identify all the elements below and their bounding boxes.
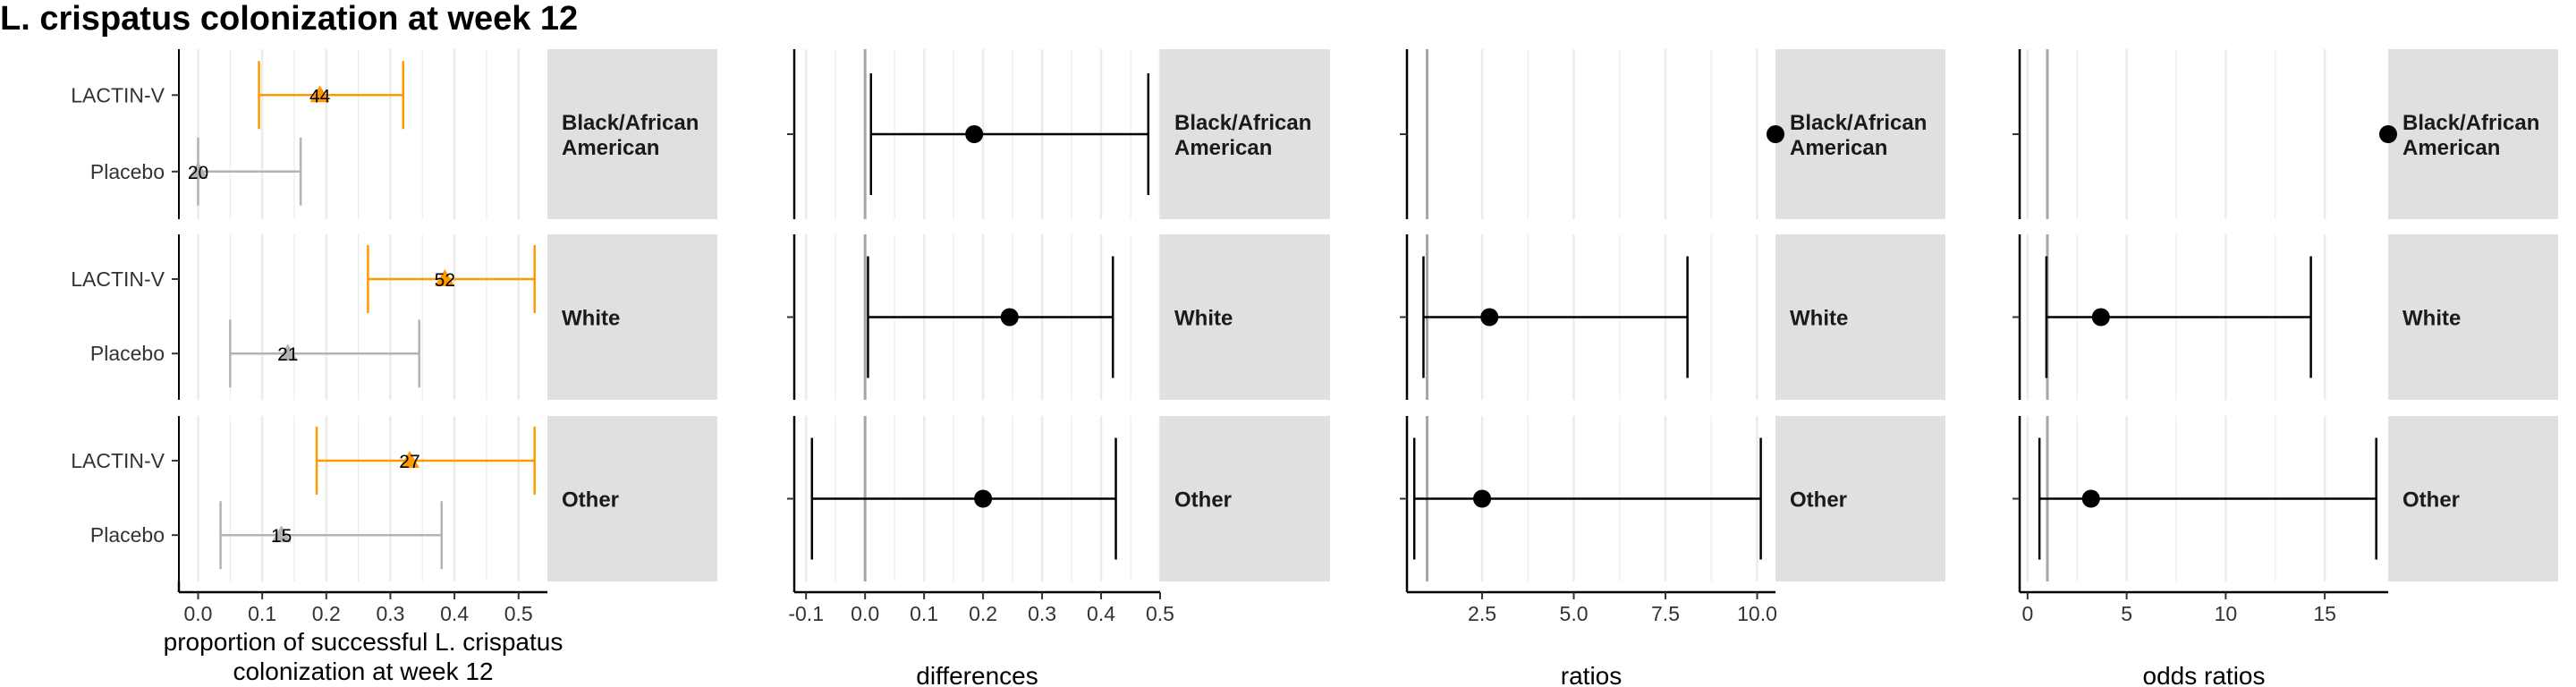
x-tick-label: 7.5	[1651, 602, 1680, 625]
facet-strip-label: White	[1790, 307, 1848, 331]
sample-size-label: 27	[399, 452, 419, 472]
x-tick-label: 0.2	[312, 602, 341, 625]
estimate-marker	[399, 450, 419, 468]
estimate-point	[2081, 489, 2100, 508]
estimate-point	[1000, 308, 1019, 327]
x-tick-label: -0.1	[788, 602, 824, 625]
facet-row: White LACTIN-V 52 Placebo 21	[71, 234, 717, 400]
x-tick-label: 0.5	[1146, 602, 1174, 625]
x-tick-label: 0.4	[1087, 602, 1115, 625]
x-tick-label: 0.4	[440, 602, 469, 625]
facet-strip	[1775, 416, 1945, 581]
x-tick-label: 10	[2215, 602, 2238, 625]
sample-size-label: 20	[188, 163, 208, 183]
estimate-marker	[277, 344, 298, 361]
facet-row: White	[1400, 234, 1945, 400]
x-tick-label: 2.5	[1468, 602, 1496, 625]
facet-row: White	[2012, 234, 2558, 400]
facet-strip-label: Other	[562, 488, 619, 513]
facet-strip-label: White	[562, 307, 620, 331]
estimate-point	[1480, 308, 1499, 327]
sample-size-label: 21	[277, 344, 298, 365]
x-tick-label: 5.0	[1560, 602, 1589, 625]
facet-strip	[547, 49, 717, 219]
sample-size-label: 44	[309, 86, 331, 106]
estimate-marker	[271, 525, 292, 543]
estimate-marker	[435, 268, 455, 286]
estimate-point	[1473, 489, 1492, 508]
facet-row: Other	[1400, 416, 1945, 581]
x-tick-label: 10.0	[1737, 602, 1777, 625]
facet-strip-label: American	[562, 136, 659, 160]
x-tick-label: 0.1	[910, 602, 938, 625]
sample-size-label: 15	[271, 526, 292, 547]
facet-strip-label: Black/African	[1790, 111, 1927, 135]
y-tick-label: Placebo	[90, 523, 165, 547]
x-tick-label: 0	[2021, 602, 2033, 625]
x-axis-title-line2: colonization at week 12	[233, 657, 493, 685]
facet-row: White	[787, 234, 1330, 400]
x-tick-label: 0.3	[376, 602, 404, 625]
facet-row: Other	[787, 416, 1330, 581]
facet-strip	[547, 416, 717, 581]
estimate-marker	[188, 161, 208, 179]
estimate-point	[2379, 125, 2397, 143]
facet-strip-label: White	[2402, 307, 2461, 331]
facet-strip-label: Other	[1174, 488, 1232, 513]
x-tick-label: 15	[2313, 602, 2336, 625]
y-tick-label: LACTIN-V	[71, 83, 165, 106]
x-tick-label: 0.2	[969, 602, 997, 625]
facet-strip	[1775, 49, 1945, 219]
x-axis-title: ratios	[1561, 662, 1622, 687]
x-tick-label: 0.5	[504, 602, 533, 625]
facet-strip	[2388, 234, 2558, 400]
x-axis-title: odds ratios	[2143, 662, 2266, 687]
estimate-point	[1767, 125, 1784, 143]
facet-strip-label: Other	[1790, 488, 1847, 513]
facet-strip	[2388, 416, 2558, 581]
facet-strip-label: American	[1174, 136, 1272, 160]
estimate-point	[965, 125, 984, 143]
sample-size-label: 52	[435, 270, 455, 291]
facet-strip	[1160, 49, 1330, 219]
x-tick-label: 0.1	[248, 602, 276, 625]
facet-strip-label: American	[1790, 136, 1887, 160]
facet-row: Other LACTIN-V 27 Placebo 15	[71, 416, 717, 581]
facet-strip	[547, 234, 717, 400]
x-tick-label: 0.3	[1028, 602, 1056, 625]
y-tick-label: Placebo	[90, 160, 165, 183]
y-tick-label: LACTIN-V	[71, 449, 165, 472]
estimate-point	[974, 489, 993, 508]
chart-title: L. crispatus colonization at week 12	[0, 0, 579, 38]
facet-strip-label: Black/African	[2402, 111, 2539, 135]
x-axis-title: differences	[916, 662, 1038, 687]
facet-strip	[1775, 234, 1945, 400]
x-tick-label: 0.0	[184, 602, 213, 625]
estimate-point	[2091, 308, 2110, 327]
facet-row: Other	[2012, 416, 2558, 581]
x-axis-title: proportion of successful L. crispatus	[164, 628, 564, 656]
facet-strip-label: Black/African	[562, 111, 699, 135]
facet-strip-label: White	[1174, 307, 1233, 331]
facet-strip	[2388, 49, 2558, 219]
facet-strip	[1160, 234, 1330, 400]
x-tick-label: 5	[2121, 602, 2132, 625]
facet-strip	[1160, 416, 1330, 581]
y-tick-label: Placebo	[90, 342, 165, 365]
x-tick-label: 0.0	[851, 602, 879, 625]
estimate-marker	[309, 85, 330, 103]
facet-strip-label: American	[2402, 136, 2500, 160]
y-tick-label: LACTIN-V	[71, 267, 165, 291]
facet-strip-label: Black/African	[1174, 111, 1311, 135]
facet-strip-label: Other	[2402, 488, 2460, 513]
